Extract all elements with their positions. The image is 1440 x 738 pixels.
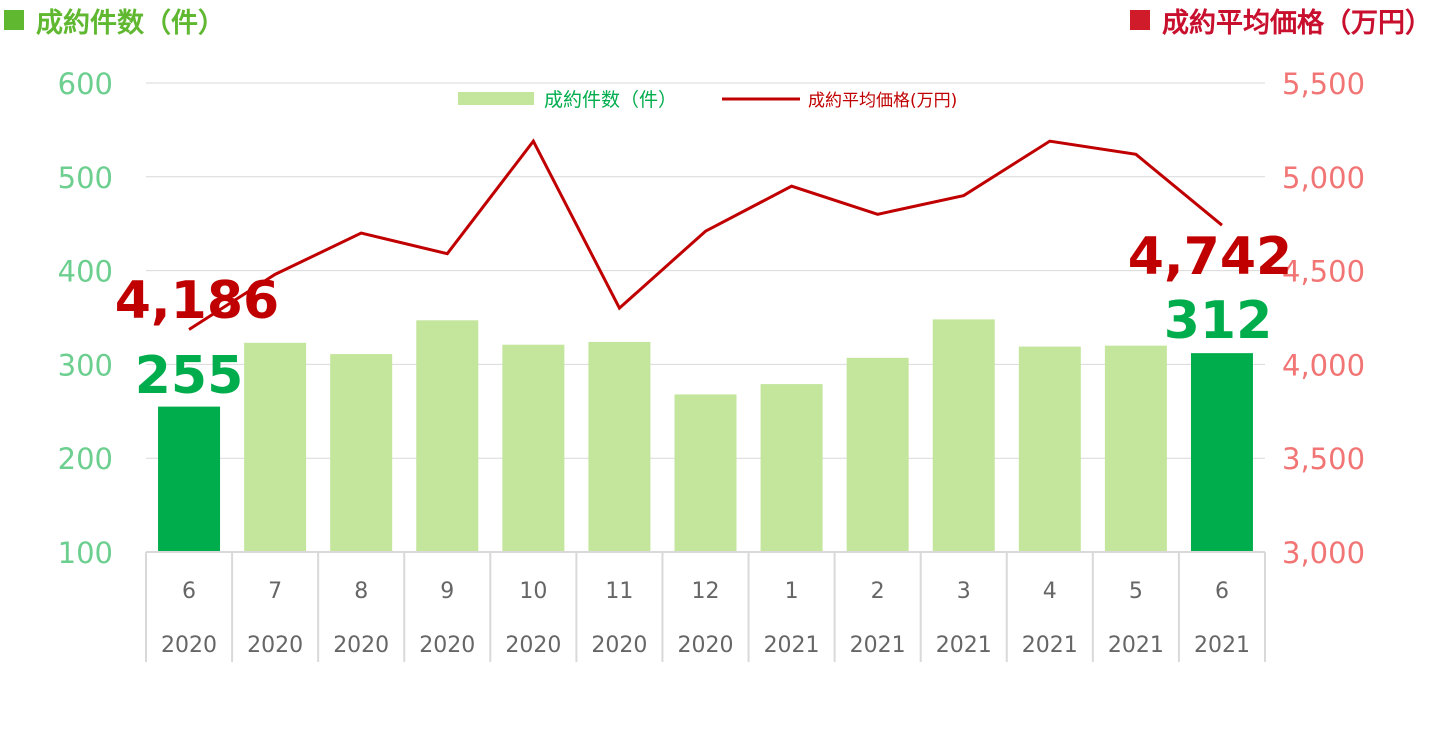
right-axis-tick-label: 4,000 <box>1282 348 1365 382</box>
x-tick-year: 2020 <box>678 633 734 658</box>
last-price-label: 4,742 <box>1128 227 1292 287</box>
left-axis-tick-label: 400 <box>58 255 113 289</box>
x-tick-month: 6 <box>1215 579 1229 604</box>
legend-bar-label: 成約件数（件） <box>544 89 677 111</box>
left-axis-header-text: 成約件数（件） <box>36 7 225 39</box>
x-tick-month: 11 <box>605 579 633 604</box>
x-tick-month: 8 <box>354 579 368 604</box>
x-tick-month: 4 <box>1043 579 1057 604</box>
x-tick-month: 6 <box>182 579 196 604</box>
x-tick-month: 7 <box>268 579 282 604</box>
bar <box>760 384 823 552</box>
legend-line-label: 成約平均価格(万円) <box>808 91 957 111</box>
right-axis-header: 成約平均価格（万円） <box>1130 0 1432 40</box>
right-axis-tick-label: 4,500 <box>1282 255 1365 289</box>
x-tick-year: 2021 <box>1022 633 1078 658</box>
bar <box>330 354 393 552</box>
left-axis-tick-label: 600 <box>58 67 113 101</box>
right-axis-header-text: 成約平均価格（万円） <box>1162 7 1432 39</box>
bar <box>1104 345 1167 552</box>
bar <box>588 341 651 552</box>
x-tick-month: 2 <box>871 579 885 604</box>
left-axis-tick-label: 500 <box>58 161 113 195</box>
bar <box>1190 353 1253 552</box>
bar <box>416 320 479 552</box>
left-axis-tick-label: 100 <box>58 536 113 570</box>
right-axis-tick-label: 3,000 <box>1282 536 1365 570</box>
bar <box>674 394 737 552</box>
red-square-icon <box>1130 10 1150 30</box>
bar <box>1018 346 1081 552</box>
x-tick-year: 2020 <box>161 633 217 658</box>
bar <box>244 342 307 552</box>
x-tick-month: 3 <box>957 579 971 604</box>
bar <box>846 357 909 552</box>
bar <box>502 344 565 552</box>
right-axis-tick-label: 5,000 <box>1282 161 1365 195</box>
x-tick-year: 2020 <box>247 633 303 658</box>
x-tick-month: 10 <box>519 579 547 604</box>
bar <box>932 319 995 552</box>
x-tick-year: 2021 <box>764 633 820 658</box>
x-tick-year: 2020 <box>419 633 475 658</box>
right-axis-tick-label: 5,500 <box>1282 67 1365 101</box>
left-axis-tick-label: 200 <box>58 442 113 476</box>
x-tick-year: 2020 <box>333 633 389 658</box>
last-count-label: 312 <box>1164 291 1273 351</box>
x-tick-month: 12 <box>692 579 720 604</box>
left-axis-tick-label: 300 <box>58 348 113 382</box>
x-tick-year: 2020 <box>591 633 647 658</box>
x-tick-year: 2020 <box>505 633 561 658</box>
green-square-icon <box>4 10 24 30</box>
left-axis-header: 成約件数（件） <box>4 0 225 40</box>
first-count-label: 255 <box>135 346 244 406</box>
x-tick-year: 2021 <box>1108 633 1164 658</box>
x-tick-year: 2021 <box>850 633 906 658</box>
x-tick-year: 2021 <box>936 633 992 658</box>
x-tick-month: 5 <box>1129 579 1143 604</box>
legend-bar-swatch <box>458 92 534 105</box>
x-tick-month: 1 <box>785 579 799 604</box>
bar <box>158 406 221 552</box>
x-tick-year: 2021 <box>1194 633 1250 658</box>
price-line <box>188 138 1223 331</box>
x-tick-month: 9 <box>440 579 454 604</box>
right-axis-tick-label: 3,500 <box>1282 442 1365 476</box>
first-price-label: 4,186 <box>115 271 279 331</box>
